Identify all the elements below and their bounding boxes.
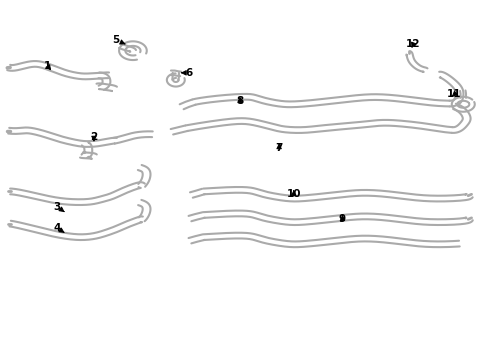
Text: 1: 1 (44, 61, 51, 71)
Text: 12: 12 (406, 39, 420, 49)
Text: 5: 5 (112, 35, 125, 45)
Text: 4: 4 (54, 223, 64, 233)
Text: 6: 6 (182, 68, 193, 78)
Text: 7: 7 (275, 143, 283, 153)
Text: 8: 8 (237, 96, 244, 107)
Text: 2: 2 (90, 132, 98, 142)
Text: 11: 11 (447, 89, 462, 99)
Text: 3: 3 (54, 202, 64, 212)
Text: 9: 9 (339, 214, 346, 224)
Text: 10: 10 (287, 189, 301, 199)
